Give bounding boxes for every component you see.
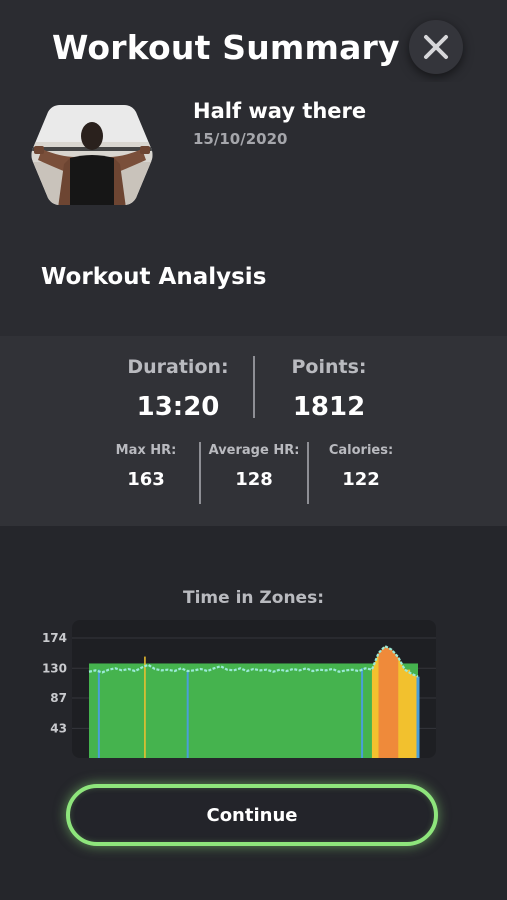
stats-panel: Duration: 13:20 Points: 1812 Max HR: 163… (0, 336, 507, 526)
section-title-workout-analysis: Workout Analysis (41, 264, 267, 290)
calories-value: 122 (342, 469, 380, 490)
divider (199, 442, 201, 504)
y-tick-label: 87 (50, 691, 67, 705)
close-button[interactable] (409, 20, 463, 74)
chart-svg: 174 130 87 43 (42, 620, 436, 758)
max-hr-label: Max HR: (115, 443, 177, 458)
calories-label: Calories: (328, 443, 394, 458)
workout-date: 15/10/2020 (193, 130, 288, 148)
duration-value: 13:20 (136, 392, 220, 422)
close-icon (424, 35, 448, 59)
duration-label: Duration: (127, 356, 229, 378)
zone-area (89, 663, 418, 758)
points-label: Points: (291, 356, 367, 378)
points-value: 1812 (292, 392, 366, 422)
y-tick-label: 130 (42, 661, 67, 675)
page-title: Workout Summary (52, 28, 400, 67)
heart-rate-line (88, 645, 419, 678)
zone-area (378, 646, 399, 758)
average-hr-label: Average HR: (208, 443, 300, 458)
y-tick-label: 43 (50, 721, 67, 735)
workout-name: Half way there (193, 99, 367, 123)
average-hr-value: 128 (235, 469, 273, 490)
workout-photo (31, 105, 153, 205)
continue-button[interactable]: Continue (66, 784, 438, 846)
time-in-zones-title: Time in Zones: (183, 588, 324, 608)
max-hr-value: 163 (127, 469, 165, 490)
divider (307, 442, 309, 504)
divider (253, 356, 255, 418)
time-in-zones-chart: 174 130 87 43 (40, 618, 440, 760)
header: Workout Summary (0, 0, 507, 82)
y-tick-label: 174 (42, 631, 67, 645)
